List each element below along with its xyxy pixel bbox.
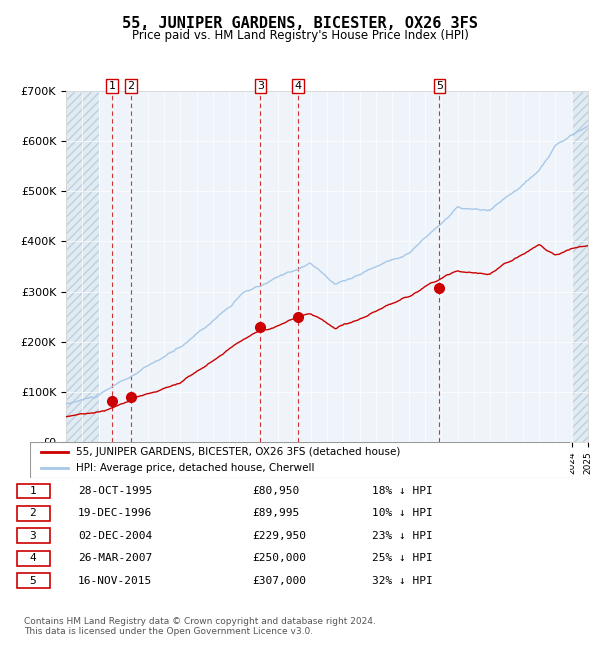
Bar (66, 91, 98, 442)
Text: 5: 5 (29, 575, 37, 586)
Text: £250,000: £250,000 (252, 553, 306, 563)
Text: HPI: Average price, detached house, Cherwell: HPI: Average price, detached house, Cher… (76, 463, 314, 473)
Text: 16-NOV-2015: 16-NOV-2015 (78, 575, 152, 586)
FancyBboxPatch shape (17, 506, 50, 521)
Text: 4: 4 (295, 81, 302, 91)
Text: £307,000: £307,000 (252, 575, 306, 586)
Text: 28-OCT-1995: 28-OCT-1995 (78, 486, 152, 496)
Text: £229,950: £229,950 (252, 531, 306, 541)
Text: £80,950: £80,950 (252, 486, 299, 496)
FancyBboxPatch shape (17, 484, 50, 499)
Text: 26-MAR-2007: 26-MAR-2007 (78, 553, 152, 563)
Text: 3: 3 (257, 81, 264, 91)
Text: Contains HM Land Registry data © Crown copyright and database right 2024.: Contains HM Land Registry data © Crown c… (24, 617, 376, 626)
Text: 55, JUNIPER GARDENS, BICESTER, OX26 3FS (detached house): 55, JUNIPER GARDENS, BICESTER, OX26 3FS … (76, 447, 400, 457)
Text: This data is licensed under the Open Government Licence v3.0.: This data is licensed under the Open Gov… (24, 627, 313, 636)
Text: 25% ↓ HPI: 25% ↓ HPI (372, 553, 433, 563)
Text: 10% ↓ HPI: 10% ↓ HPI (372, 508, 433, 519)
Text: 32% ↓ HPI: 32% ↓ HPI (372, 575, 433, 586)
Text: 1: 1 (29, 486, 37, 496)
FancyBboxPatch shape (17, 551, 50, 566)
Text: 2: 2 (29, 508, 37, 519)
Text: £89,995: £89,995 (252, 508, 299, 519)
Text: 02-DEC-2004: 02-DEC-2004 (78, 531, 152, 541)
Text: 23% ↓ HPI: 23% ↓ HPI (372, 531, 433, 541)
Text: 55, JUNIPER GARDENS, BICESTER, OX26 3FS: 55, JUNIPER GARDENS, BICESTER, OX26 3FS (122, 16, 478, 31)
Text: 5: 5 (436, 81, 443, 91)
Text: 2: 2 (127, 81, 134, 91)
FancyBboxPatch shape (17, 528, 50, 543)
Text: 1: 1 (109, 81, 116, 91)
FancyBboxPatch shape (17, 573, 50, 588)
Text: 4: 4 (29, 553, 37, 563)
Bar (572, 91, 588, 442)
Text: 18% ↓ HPI: 18% ↓ HPI (372, 486, 433, 496)
Text: 3: 3 (29, 531, 37, 541)
FancyBboxPatch shape (30, 442, 570, 478)
Text: 19-DEC-1996: 19-DEC-1996 (78, 508, 152, 519)
Text: Price paid vs. HM Land Registry's House Price Index (HPI): Price paid vs. HM Land Registry's House … (131, 29, 469, 42)
